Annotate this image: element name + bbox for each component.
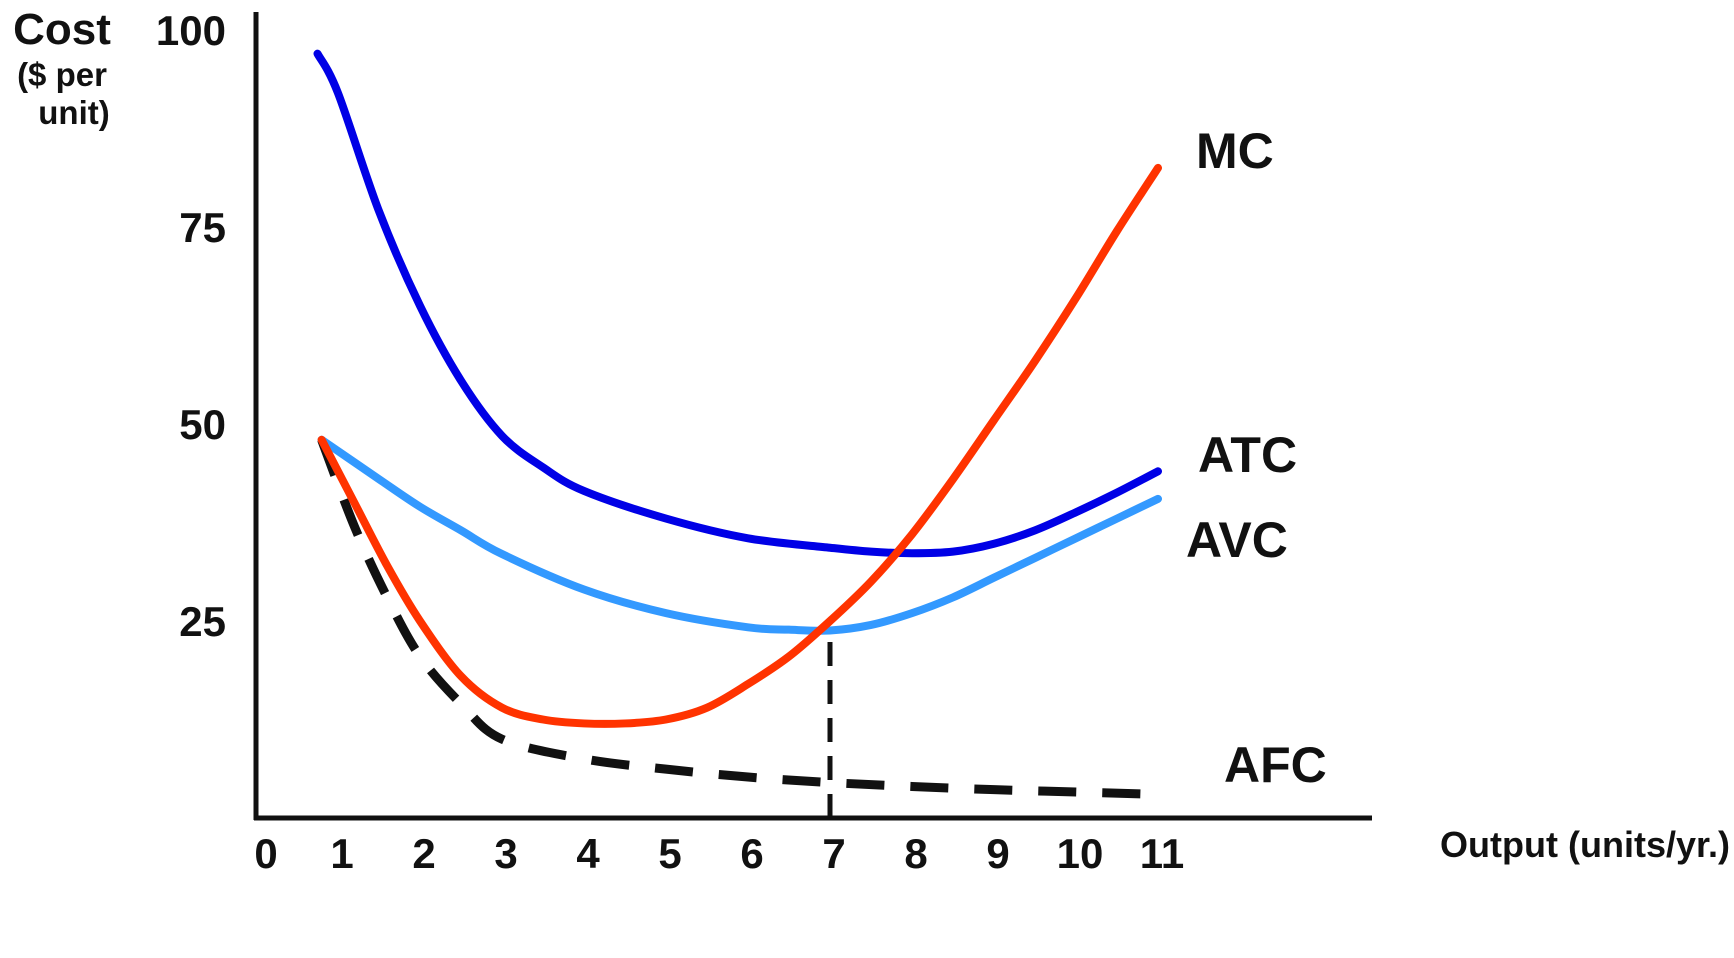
- y-tick-label: 100: [156, 7, 226, 54]
- mc-curve-line: [317, 163, 1162, 728]
- x-tick-label: 10: [1057, 830, 1104, 877]
- y-tick-label: 25: [179, 598, 226, 645]
- x-tick-label: 11: [1140, 830, 1184, 877]
- y-axis-unit-line-2: unit): [38, 94, 109, 131]
- x-tick-label: 1: [330, 830, 353, 877]
- mc-curve-label: MC: [1196, 123, 1274, 179]
- x-tick-label: 0: [254, 830, 277, 877]
- x-tick-label: 2: [412, 830, 435, 877]
- curve-layer: [313, 49, 1162, 818]
- x-tick-label: 8: [904, 830, 927, 877]
- x-tick-label: 4: [576, 830, 600, 877]
- afc-curve-label: AFC: [1224, 737, 1327, 793]
- atc-curve-line: [313, 49, 1162, 558]
- x-axis-title: Output (units/yr.): [1440, 824, 1730, 865]
- y-tick-labels: 25 50 75 100: [156, 7, 226, 645]
- y-axis-unit-line-1: ($ per: [17, 56, 107, 93]
- avc-curve-line: [317, 435, 1162, 635]
- avc-curve-label: AVC: [1186, 512, 1288, 568]
- afc-curve-line: [317, 438, 1159, 799]
- y-tick-label: 50: [179, 401, 226, 448]
- x-tick-label: 6: [740, 830, 763, 877]
- x-tick-label: 5: [658, 830, 681, 877]
- x-tick-label: 7: [822, 830, 845, 877]
- y-axis-title: Cost: [13, 5, 111, 54]
- y-tick-label: 75: [179, 204, 226, 251]
- x-tick-label: 9: [986, 830, 1009, 877]
- x-tick-labels: 0 1 2 3 4 5 6 7 8 9 10 11: [254, 830, 1184, 877]
- atc-curve-label: ATC: [1198, 427, 1297, 483]
- x-tick-label: 3: [494, 830, 517, 877]
